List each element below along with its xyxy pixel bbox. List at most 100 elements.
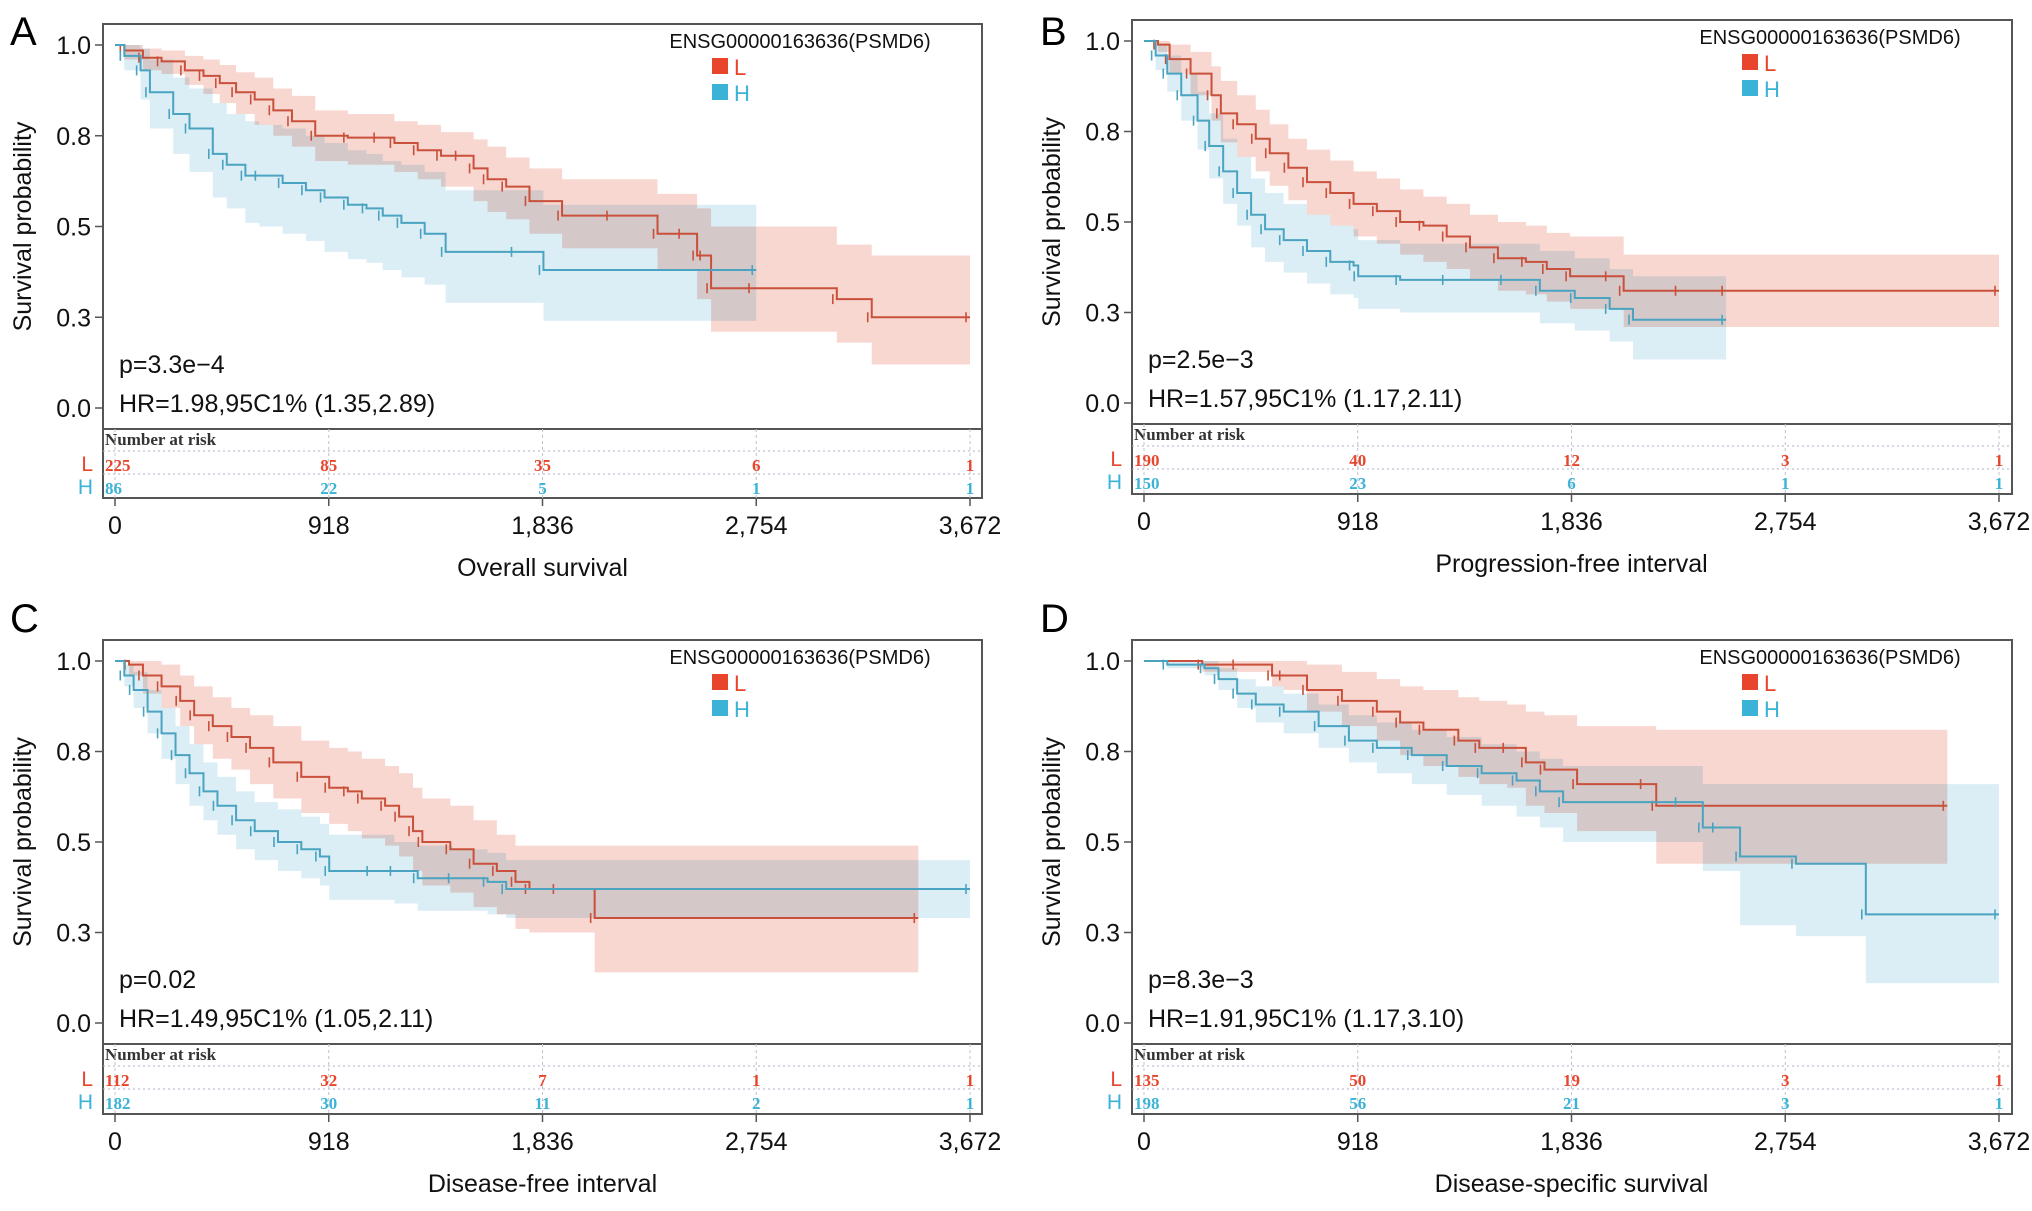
x-tick-label: 2,754	[1754, 508, 1817, 536]
p-value-text: p=0.02	[119, 966, 196, 994]
legend-label-l: L	[734, 671, 746, 696]
risk-table-title: Number at risk	[105, 430, 217, 449]
risk-table-title: Number at risk	[1134, 425, 1246, 444]
legend-label-l: L	[1764, 51, 1776, 76]
legend-swatch-h	[712, 700, 728, 716]
risk-table-frame	[1131, 1043, 2013, 1115]
legend-swatch-l	[1742, 674, 1758, 690]
legend-swatch-h	[1742, 80, 1758, 96]
survival-curve-l	[115, 44, 970, 319]
y-tick-label: 0.3	[1085, 300, 1120, 328]
survival-curve-l	[115, 660, 919, 920]
y-axis-title: Survival probability	[1038, 737, 1066, 947]
p-value-text: p=2.5e−3	[1148, 346, 1254, 374]
risk-count-h: 1	[752, 479, 761, 498]
y-tick-label: 1.0	[56, 32, 91, 60]
legend-label-l: L	[734, 55, 746, 80]
panel-c: C 0.0 0.3 0.5 0.8 1.0 Survival probability ENSG…	[9, 597, 1001, 1198]
x-axis-title: Overall survival	[457, 554, 628, 582]
legend-label-l: L	[1764, 671, 1776, 696]
survival-curves	[115, 44, 970, 323]
legend-title: ENSG00000163636(PSMD6)	[669, 31, 930, 53]
risk-table-title: Number at risk	[1134, 1045, 1246, 1064]
risk-count-h: 30	[320, 1094, 337, 1113]
panel-letter: A	[10, 10, 37, 54]
risk-count-l: 1	[966, 1071, 975, 1090]
risk-count-h: 198	[1134, 1094, 1160, 1113]
x-tick-label: 0	[1137, 1128, 1151, 1156]
risk-group-l: L	[81, 453, 93, 476]
panel-a: A 0.0 0.3 0.5 0.8 1.0 Survival probability ENSG…	[9, 10, 1001, 582]
risk-count-h: 182	[105, 1094, 131, 1113]
risk-table-title: Number at risk	[105, 1045, 217, 1064]
risk-count-l: 1	[752, 1071, 761, 1090]
y-axis-title: Survival probability	[1038, 117, 1066, 327]
y-tick-label: 0.5	[56, 214, 91, 242]
survival-curve-h	[1144, 40, 1727, 321]
y-tick-label: 0.0	[56, 1010, 91, 1038]
x-tick-label: 0	[108, 512, 122, 540]
x-tick-label: 918	[308, 1128, 350, 1156]
survival-curve-h	[1144, 660, 1999, 916]
risk-count-l: 1	[1995, 1071, 2004, 1090]
y-tick-label: 0.8	[56, 123, 91, 151]
risk-group-l: L	[81, 1068, 93, 1091]
legend-swatch-h	[712, 84, 728, 100]
p-value-text: p=8.3e−3	[1148, 966, 1254, 994]
risk-count-h: 56	[1349, 1094, 1366, 1113]
ci-bands	[115, 45, 970, 365]
x-tick-label: 1,836	[511, 512, 574, 540]
y-tick-label: 0.8	[56, 739, 91, 767]
y-axis-title: Survival probability	[9, 121, 37, 331]
risk-count-l: 1	[966, 456, 975, 475]
x-axis-title: Disease-free interval	[428, 1170, 657, 1198]
x-tick-label: 2,754	[1754, 1128, 1817, 1156]
y-tick-label: 0.8	[1085, 119, 1120, 147]
x-tick-label: 2,754	[725, 1128, 788, 1156]
plot-area	[103, 640, 982, 1044]
risk-count-h: 21	[1563, 1094, 1580, 1113]
risk-count-h: 3	[1781, 1094, 1790, 1113]
x-tick-label: 1,836	[511, 1128, 574, 1156]
x-tick-label: 1,836	[1540, 1128, 1603, 1156]
risk-count-l: 19	[1563, 1071, 1580, 1090]
risk-count-h: 22	[320, 479, 337, 498]
risk-count-h: 150	[1134, 474, 1160, 493]
risk-group-h: H	[1107, 471, 1122, 494]
survival-curve-h	[115, 660, 970, 891]
risk-count-l: 85	[320, 456, 337, 475]
y-tick-label: 0.3	[56, 920, 91, 948]
legend-label-h: H	[734, 81, 750, 106]
legend-swatch-l	[712, 58, 728, 74]
y-axis-title: Survival probability	[9, 737, 37, 947]
risk-count-l: 135	[1134, 1071, 1160, 1090]
x-axis-title: Disease-specific survival	[1435, 1170, 1709, 1198]
y-tick-label: 0.3	[1085, 920, 1120, 948]
risk-count-l: 3	[1781, 1071, 1790, 1090]
risk-group-h: H	[1107, 1091, 1122, 1114]
risk-group-l: L	[1110, 448, 1122, 471]
survival-curves	[115, 659, 970, 924]
hazard-ratio-text: HR=1.98,95C1% (1.35,2.89)	[119, 390, 435, 418]
risk-count-h: 1	[1995, 474, 2004, 493]
hazard-ratio-text: HR=1.49,95C1% (1.05,2.11)	[119, 1005, 433, 1033]
risk-group-l: L	[1110, 1068, 1122, 1091]
risk-count-h: 2	[752, 1094, 761, 1113]
risk-count-l: 190	[1134, 451, 1160, 470]
x-tick-label: 918	[1337, 1128, 1379, 1156]
panel-letter: C	[10, 597, 39, 641]
risk-count-l: 35	[534, 456, 551, 475]
survival-curve-l	[1144, 40, 1999, 292]
y-tick-label: 0.0	[1085, 390, 1120, 418]
legend-title: ENSG00000163636(PSMD6)	[669, 647, 930, 669]
risk-count-h: 6	[1567, 474, 1576, 493]
y-tick-label: 0.0	[56, 395, 91, 423]
ci-bands	[115, 661, 970, 973]
risk-count-l: 225	[105, 456, 131, 475]
panel-letter: B	[1040, 10, 1067, 54]
survival-curve-l	[1144, 660, 1948, 807]
risk-count-l: 112	[105, 1071, 130, 1090]
y-tick-label: 0.5	[1085, 829, 1120, 857]
x-tick-label: 918	[1337, 508, 1379, 536]
legend-label-h: H	[734, 697, 750, 722]
